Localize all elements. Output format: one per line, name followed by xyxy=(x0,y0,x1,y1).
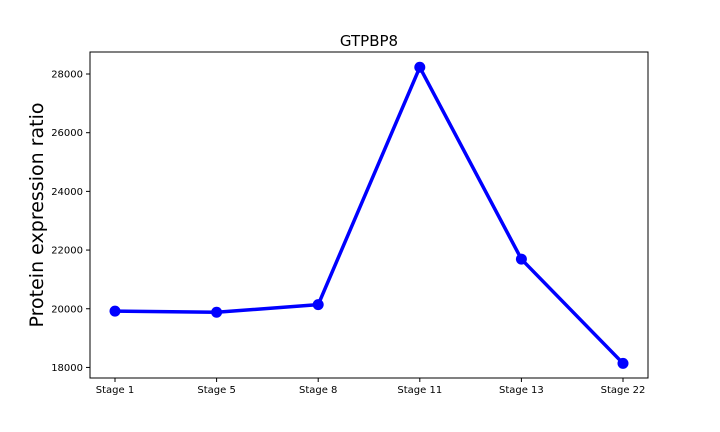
plot-area xyxy=(109,61,629,369)
data-point xyxy=(515,253,527,265)
x-tick-label: Stage 11 xyxy=(397,385,442,396)
y-tick-label: 24000 xyxy=(51,187,83,198)
y-axis-label: Protein expression ratio xyxy=(26,103,48,328)
chart-title: GTPBP8 xyxy=(340,32,398,50)
data-point xyxy=(109,305,121,317)
x-tick-label: Stage 8 xyxy=(299,385,337,396)
x-axis: Stage 1 Stage 5 Stage 8 Stage 11 Stage 13 Sta… xyxy=(96,378,646,396)
y-tick-label: 28000 xyxy=(51,70,83,81)
plot-frame xyxy=(89,51,649,379)
series-line xyxy=(113,65,625,366)
data-point xyxy=(414,61,426,73)
y-tick-label: 18000 xyxy=(51,363,83,374)
data-point xyxy=(211,306,223,318)
data-point xyxy=(617,357,629,369)
y-tick-label: 22000 xyxy=(51,246,83,257)
x-tick-label: Stage 5 xyxy=(197,385,235,396)
y-tick-label: 26000 xyxy=(51,128,83,139)
y-tick-label: 20000 xyxy=(51,304,83,315)
x-tick-label: Stage 1 xyxy=(96,385,134,396)
y-axis: 18000 20000 22000 24000 26000 28000 xyxy=(51,70,90,374)
x-tick-label: Stage 22 xyxy=(601,385,646,396)
x-tick-label: Stage 13 xyxy=(499,385,544,396)
data-point xyxy=(312,299,324,311)
